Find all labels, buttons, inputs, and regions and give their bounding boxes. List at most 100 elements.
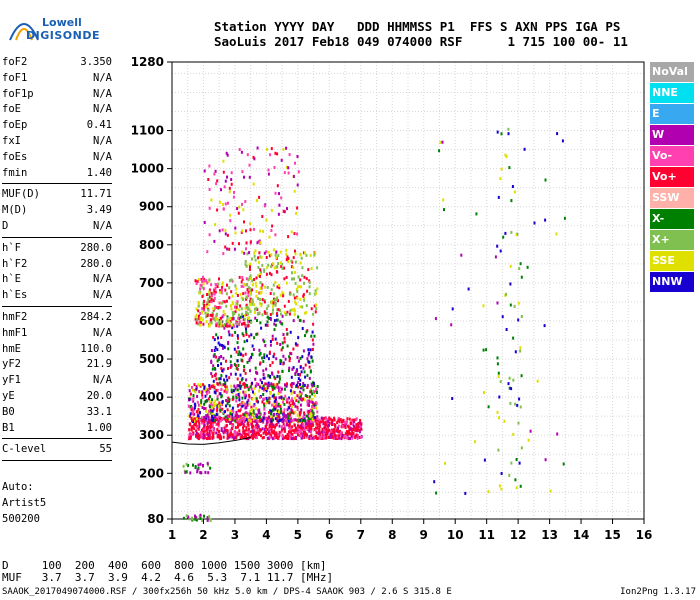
echo-point — [240, 150, 243, 154]
echo-point — [509, 303, 512, 307]
echo-point — [261, 386, 264, 390]
echo-point — [185, 470, 188, 474]
echo-point — [228, 404, 231, 408]
echo-point — [299, 424, 302, 428]
echo-point — [203, 169, 206, 173]
plot-frame — [171, 61, 645, 520]
echo-point — [225, 304, 228, 308]
echo-point — [192, 399, 195, 403]
echo-point — [354, 427, 357, 431]
echo-point — [231, 435, 234, 439]
echo-point — [271, 361, 274, 365]
echo-point — [244, 352, 247, 356]
echo-point — [300, 408, 303, 412]
echo-point — [268, 350, 271, 354]
echo-point — [360, 427, 363, 431]
echo-point — [201, 396, 204, 400]
echo-point — [234, 305, 236, 309]
echo-point — [264, 323, 267, 327]
echo-point — [246, 417, 249, 421]
echo-point — [288, 424, 291, 427]
echo-point — [213, 292, 216, 296]
echo-point — [263, 269, 266, 273]
echo-point — [196, 317, 199, 321]
echo-point — [349, 437, 351, 440]
echo-point — [474, 440, 477, 444]
echo-point — [442, 198, 445, 202]
echo-point — [355, 423, 358, 427]
echo-point — [191, 386, 193, 389]
echo-point — [213, 239, 216, 243]
echo-point — [217, 364, 219, 367]
echo-point — [208, 386, 211, 390]
echo-point — [251, 288, 254, 292]
echo-point — [292, 256, 295, 260]
echo-point — [205, 425, 208, 429]
echo-point — [360, 435, 363, 439]
echo-point — [276, 382, 279, 386]
echo-point — [263, 340, 266, 344]
echo-point — [348, 426, 351, 429]
echo-point — [279, 261, 282, 265]
echo-point — [229, 219, 232, 223]
echo-point — [274, 399, 277, 403]
echo-point — [204, 311, 207, 315]
echo-point — [255, 284, 258, 288]
echo-point — [185, 462, 188, 466]
param-row: h`E N/A — [2, 272, 112, 288]
echo-point — [238, 395, 241, 399]
echo-point — [207, 409, 210, 413]
echo-point — [195, 321, 198, 325]
echo-point — [256, 371, 259, 375]
echo-point — [208, 323, 211, 327]
echo-point — [239, 304, 242, 308]
echo-point — [290, 405, 293, 408]
echo-point — [306, 373, 309, 377]
echo-point — [198, 425, 201, 429]
echo-point — [252, 390, 254, 394]
echo-point — [311, 422, 314, 426]
echo-point — [251, 397, 254, 401]
echo-point — [249, 419, 252, 423]
echo-point — [301, 327, 304, 330]
echo-point — [211, 398, 213, 402]
echo-point — [438, 149, 441, 153]
legend-entry-nne: NNE — [650, 83, 694, 103]
echo-point — [270, 419, 273, 423]
echo-point — [273, 328, 276, 332]
echo-point — [225, 385, 228, 389]
echo-point — [207, 417, 210, 421]
echo-point — [257, 383, 260, 386]
echo-point — [258, 195, 261, 199]
echo-point — [243, 393, 246, 397]
echo-point — [200, 278, 203, 281]
echo-point — [277, 308, 280, 312]
echo-point — [219, 289, 221, 293]
echo-point — [214, 286, 217, 290]
echo-point — [280, 430, 283, 434]
echo-point — [249, 435, 252, 439]
echo-point — [215, 388, 218, 392]
echo-point — [274, 298, 277, 302]
echo-point — [267, 374, 270, 378]
echo-point — [298, 392, 301, 396]
legend-entry-ssw: SSW — [650, 188, 694, 208]
echo-point — [213, 290, 216, 294]
echo-point — [269, 424, 272, 428]
echo-point — [305, 277, 308, 281]
echo-point — [208, 430, 211, 433]
echo-point — [297, 430, 300, 434]
echo-point — [282, 333, 285, 336]
echo-point — [267, 263, 270, 267]
echo-point — [264, 344, 267, 348]
legend-entry-noval: NoVal — [650, 62, 694, 82]
echo-point — [199, 287, 202, 291]
echo-point — [206, 300, 209, 304]
echo-point — [312, 322, 315, 326]
echo-point — [280, 425, 283, 429]
echo-point — [544, 458, 547, 462]
echo-point — [302, 294, 305, 298]
echo-point — [340, 420, 343, 423]
echo-point — [241, 332, 244, 336]
echo-point — [235, 350, 238, 354]
